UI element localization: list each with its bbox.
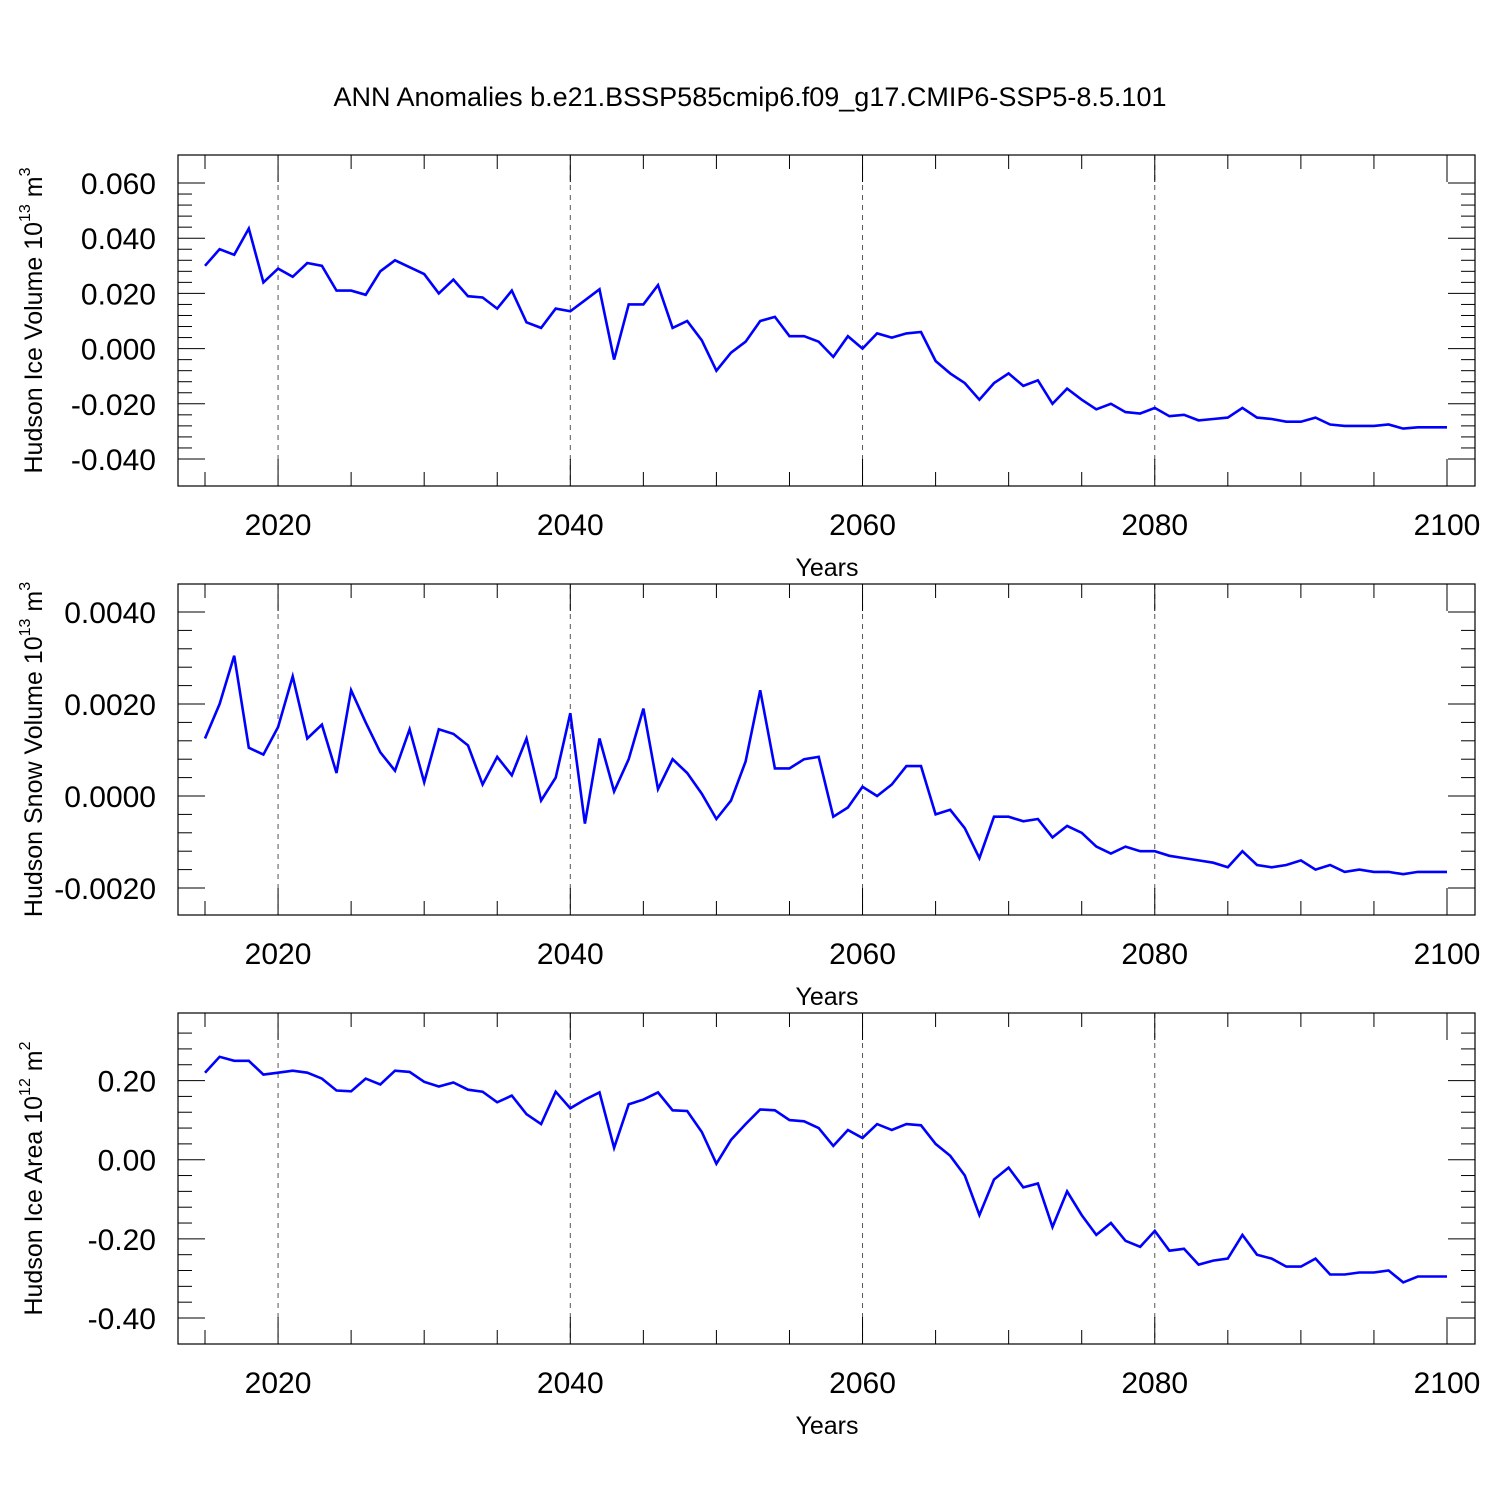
x-tick-label: 2080 (1121, 1367, 1188, 1400)
x-axis-label: Years (795, 554, 858, 582)
series-line-1 (204, 225, 1447, 430)
y-tick-label: 0.20 (98, 1066, 156, 1099)
y-axis-label-text: Hudson Snow Volume 10 (20, 636, 48, 917)
figure-title: ANN Anomalies b.e21.BSSP585cmip6.f09_g17… (333, 82, 1167, 112)
x-tick-label: 2040 (537, 509, 604, 542)
y-tick-label: 0.0020 (64, 689, 156, 722)
plot-frame (177, 1012, 1476, 1345)
y-axis-label: Hudson Ice Area 1012 m2 (17, 1041, 48, 1315)
panel-1: -0.040 -0.020 0.000 0.020 0.040 0.060 2020 2040… (17, 154, 1481, 582)
panel-3: -0.40 -0.20 0.00 0.20 2020 2040 2060 2080 2100 Ye… (17, 1012, 1481, 1440)
y-axis-label-unit: m (20, 1050, 48, 1078)
plot-frame (177, 154, 1476, 487)
y-tick-label: -0.020 (71, 389, 156, 422)
y-axis-label-exponent: 12 (17, 1078, 34, 1096)
y-tick-label: -0.40 (88, 1303, 156, 1336)
y-tick-label: 0.040 (81, 223, 156, 256)
x-tick-label: 2100 (1414, 1367, 1481, 1400)
x-tick-label: 2040 (537, 1367, 604, 1400)
y-tick-label: -0.040 (71, 444, 156, 477)
y-axis-label-unit-exponent: 3 (17, 167, 34, 176)
y-axis-label-text: Hudson Ice Area 10 (20, 1096, 48, 1316)
x-tick-label: 2060 (829, 509, 896, 542)
x-tick-label: 2100 (1414, 938, 1481, 971)
y-tick-label: -0.20 (88, 1224, 156, 1257)
y-axis-label-unit-exponent: 3 (17, 582, 34, 591)
x-tick-label: 2060 (829, 1367, 896, 1400)
x-tick-label: 2060 (829, 938, 896, 971)
x-axis-label: Years (795, 1412, 858, 1440)
y-tick-label: 0.0000 (64, 781, 156, 814)
x-tick-label: 2080 (1121, 938, 1188, 971)
y-axis-label-unit: m (20, 591, 48, 619)
y-tick-label: 0.060 (81, 168, 156, 201)
x-tick-label: 2100 (1414, 509, 1481, 542)
x-axis-label: Years (795, 983, 858, 1011)
series-line-1 (203, 655, 1447, 876)
y-tick-label: 0.0040 (64, 597, 156, 630)
x-tick-label: 2080 (1121, 509, 1188, 542)
y-tick-label: 0.020 (81, 278, 156, 311)
y-tick-label: 0.00 (98, 1145, 156, 1178)
y-axis-label-unit-exponent: 2 (17, 1041, 34, 1050)
plot-frame (177, 583, 1476, 916)
x-tick-label: 2040 (537, 938, 604, 971)
y-axis-label: Hudson Ice Volume 1013 m3 (17, 167, 48, 473)
y-axis-label-text: Hudson Ice Volume 10 (20, 222, 48, 474)
y-axis-label: Hudson Snow Volume 1013 m3 (17, 582, 48, 917)
y-axis-label-unit: m (20, 176, 48, 204)
x-tick-label: 2020 (245, 938, 312, 971)
x-tick-label: 2020 (245, 509, 312, 542)
y-axis-label-exponent: 13 (17, 204, 34, 222)
panel-2: -0.0020 0.0000 0.0020 0.0040 2020 2040 2060 208… (17, 582, 1480, 1011)
y-tick-label: 0.000 (81, 334, 156, 367)
y-tick-label: -0.0020 (54, 873, 156, 906)
y-axis-label-exponent: 13 (17, 618, 34, 636)
series-line-1 (204, 1055, 1447, 1284)
x-tick-label: 2020 (245, 1367, 312, 1400)
